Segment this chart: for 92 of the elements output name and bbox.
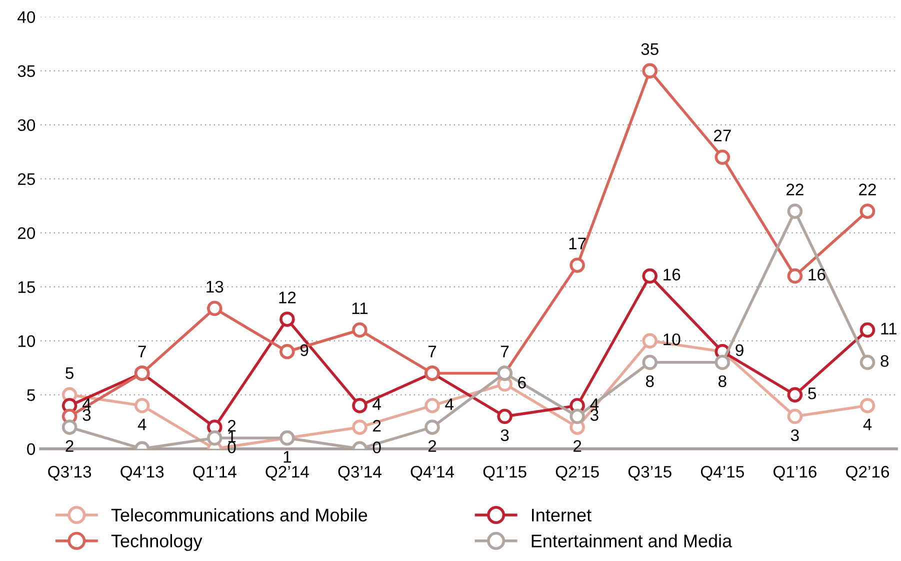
point	[642, 333, 658, 348]
data-label: 0	[372, 441, 381, 454]
data-label: 7	[428, 346, 436, 358]
data-label: 35	[641, 43, 658, 56]
point	[352, 420, 368, 435]
x-tick-label: Q4’13	[120, 466, 164, 481]
legend-label: Internet	[532, 508, 592, 522]
data-label: 2	[574, 440, 582, 452]
x-tick-label: Q3’15	[628, 466, 672, 481]
data-label: 16	[808, 268, 826, 280]
data-label: 12	[279, 292, 296, 304]
y-tick-label: 20	[18, 227, 36, 240]
x-tick-label: Q3’14	[338, 466, 382, 481]
data-label: 4	[138, 418, 146, 430]
point	[570, 408, 585, 424]
data-label: 9	[736, 344, 744, 356]
data-label: 2	[373, 420, 381, 432]
point	[860, 322, 876, 338]
data-label: 3	[790, 429, 799, 442]
data-label: 3	[590, 409, 598, 421]
legend-label: Telecommunications and Mobile	[111, 508, 368, 522]
point	[352, 322, 368, 338]
y-tick-label: 15	[18, 281, 35, 294]
x-tick-label: Q3’13	[48, 466, 92, 481]
data-label: 11	[881, 322, 896, 334]
data-label: 7	[138, 346, 146, 358]
data-label: 16	[664, 268, 680, 280]
point	[787, 387, 803, 402]
x-tick-label: Q1’14	[193, 466, 236, 481]
y-tick-label: 5	[27, 389, 35, 402]
data-label: 8	[880, 355, 889, 367]
data-label: 7	[501, 346, 509, 358]
data-label: 3	[82, 409, 91, 421]
x-tick-label: Q2’16	[846, 466, 889, 481]
y-tick-label: 0	[27, 443, 36, 456]
data-label: 22	[859, 184, 876, 196]
point	[280, 312, 295, 327]
y-tick-label: 25	[18, 173, 35, 186]
x-tick-label: Q2’14	[266, 466, 309, 481]
data-label: 8	[646, 375, 654, 388]
y-tick-label: 10	[18, 335, 36, 348]
data-label: 1	[284, 451, 291, 463]
point	[497, 408, 512, 424]
point	[352, 398, 368, 414]
data-label: 27	[714, 130, 731, 142]
point	[787, 204, 803, 219]
point	[424, 398, 440, 414]
point	[860, 204, 876, 219]
data-label: 0	[228, 441, 236, 454]
data-label: 22	[786, 184, 804, 196]
point	[860, 398, 876, 414]
y-tick-label: 40	[18, 11, 36, 24]
point	[714, 150, 730, 165]
data-label: 4	[863, 418, 872, 430]
point	[134, 398, 150, 414]
point	[570, 258, 585, 273]
data-label: 6	[518, 376, 526, 388]
point	[280, 344, 295, 360]
data-label: 3	[500, 429, 509, 442]
data-label: 4	[372, 398, 381, 410]
data-label: 4	[590, 398, 599, 410]
data-label: 5	[808, 388, 816, 400]
data-label: 2	[228, 420, 236, 432]
y-tick-label: 35	[18, 65, 35, 78]
point	[714, 354, 730, 370]
x-tick-label: Q1’15	[483, 466, 526, 481]
point	[787, 268, 803, 284]
legend-label: Technology	[111, 534, 202, 551]
x-tick-label: Q4’14	[410, 466, 454, 481]
x-tick-label: Q2’15	[556, 466, 599, 481]
data-label: 11	[352, 302, 368, 314]
data-label: 9	[300, 344, 308, 356]
data-label: 13	[206, 280, 224, 293]
point	[860, 354, 876, 370]
point	[642, 268, 658, 284]
point	[787, 408, 803, 424]
data-label: 5	[66, 367, 74, 380]
legend-label: Entertainment and Media	[532, 534, 732, 548]
data-label: 10	[664, 333, 680, 346]
point	[206, 430, 222, 446]
point	[206, 300, 222, 316]
point	[642, 354, 658, 370]
x-tick-label: Q1’16	[773, 466, 816, 481]
data-label: 8	[718, 375, 726, 388]
data-label: 4	[445, 398, 454, 410]
data-label: 2	[66, 440, 74, 452]
point	[424, 420, 440, 435]
data-label: 2	[428, 440, 436, 452]
y-tick-label: 30	[18, 119, 36, 132]
x-tick-label: Q4’15	[700, 466, 744, 481]
point	[62, 420, 78, 435]
point	[642, 63, 658, 78]
